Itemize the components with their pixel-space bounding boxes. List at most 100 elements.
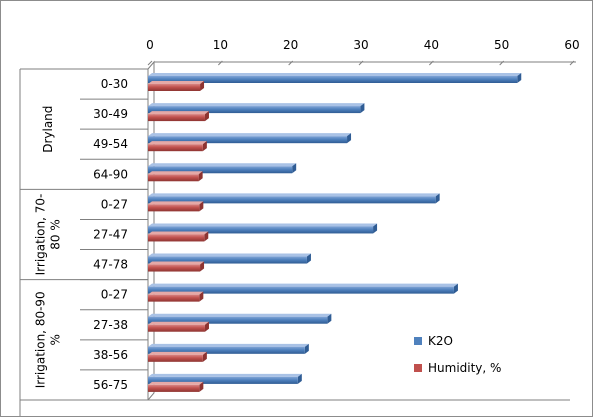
category-label: 38-56: [93, 348, 128, 362]
bar-end: [204, 111, 209, 122]
legend-swatch: [414, 337, 422, 345]
bar-face: [148, 286, 454, 294]
bar-end: [360, 103, 365, 114]
bar-face: [148, 166, 293, 174]
group-label: Irrigation, 70-: [34, 194, 48, 276]
bar-k2o: [148, 103, 365, 114]
bar-top: [148, 253, 311, 257]
bar-face: [148, 174, 199, 182]
bar-top: [148, 291, 204, 295]
bar-face: [148, 106, 361, 114]
bar-k2o: [148, 163, 297, 174]
bar-end: [292, 163, 297, 174]
legend-label: K2O: [428, 334, 453, 348]
bar-top: [148, 81, 205, 84]
group-label: Irrigation, 80-90: [34, 291, 48, 388]
bar-end: [435, 193, 440, 204]
x-tick-mark: [358, 60, 364, 66]
bar-end: [347, 133, 352, 144]
bar-k2o: [148, 133, 352, 144]
x-tick-mark: [499, 60, 505, 66]
x-tick-label: 30: [353, 38, 368, 52]
bar-top: [148, 283, 458, 287]
bar-top: [148, 111, 209, 115]
category-label: 27-47: [93, 228, 128, 242]
bar-face: [148, 196, 436, 204]
bar-top: [148, 103, 365, 107]
x-tick-mark: [147, 60, 153, 66]
group-label: Dryland: [41, 106, 55, 153]
x-tick-label: 50: [494, 38, 509, 52]
x-tick-label: 0: [146, 38, 154, 52]
bar-face: [148, 84, 201, 91]
bar-end: [304, 343, 309, 354]
bar-top: [148, 321, 209, 325]
bar-k2o: [148, 253, 311, 264]
category-label: 0-27: [101, 288, 128, 302]
x-tick-label: 20: [283, 38, 298, 52]
bar-end: [199, 201, 204, 212]
bar-end: [198, 171, 203, 182]
bar-end: [204, 231, 209, 242]
legend-label: Humidity, %: [428, 361, 501, 375]
bar-k2o: [148, 193, 440, 204]
bar-top: [148, 201, 204, 205]
category-label: 0-27: [101, 197, 128, 211]
bar-face: [148, 354, 203, 362]
bar-face: [148, 204, 200, 212]
category-label: 47-78: [93, 258, 128, 272]
bar-face: [148, 384, 200, 392]
bar-top: [148, 163, 297, 167]
bar-face: [148, 226, 374, 234]
bar-top: [148, 141, 207, 145]
category-label: 64-90: [93, 167, 128, 181]
bar-end: [327, 313, 332, 324]
bar-top: [148, 351, 207, 355]
category-label: 56-75: [93, 378, 128, 392]
bar-humidity: [148, 261, 205, 272]
bar-humidity: [148, 111, 209, 122]
bar-face: [148, 234, 205, 242]
bar-end: [202, 141, 207, 152]
x-tick-label: 40: [424, 38, 439, 52]
bar-top: [148, 231, 209, 235]
bar-humidity: [148, 291, 204, 302]
bar-end: [517, 73, 522, 83]
bar-face: [148, 346, 305, 354]
bar-end: [373, 223, 378, 234]
bar-top: [148, 373, 302, 377]
bar-end: [200, 261, 205, 272]
x-tick-mark: [288, 60, 294, 66]
bar-end: [297, 373, 302, 384]
bar-k2o: [148, 223, 378, 234]
bar-k2o: [148, 343, 309, 354]
bar-face: [148, 76, 518, 83]
group-label: 80 %: [49, 219, 63, 250]
bar-humidity: [148, 141, 207, 152]
bar-top: [148, 73, 522, 76]
bar-top: [148, 133, 352, 137]
category-label: 30-49: [93, 107, 128, 121]
bar-end: [453, 283, 458, 294]
bar-k2o: [148, 73, 522, 83]
category-labels: 0-30 30-49 49-54 64-90 Dryland 0-27 27-47 47-78…: [19, 68, 148, 416]
category-label: 27-38: [93, 318, 128, 332]
bar-top: [148, 223, 378, 227]
bar-top: [148, 171, 203, 175]
bar-top: [148, 193, 440, 197]
category-label: 0-30: [101, 77, 128, 91]
bar-top: [148, 381, 204, 385]
x-tick-mark: [217, 60, 223, 66]
bars: [148, 73, 522, 392]
bar-humidity: [148, 381, 204, 392]
bar-end: [202, 351, 207, 362]
bar-face: [148, 264, 201, 272]
bar-face: [148, 256, 307, 264]
x-tick-mark: [569, 60, 575, 66]
bar-face: [148, 144, 203, 152]
bar-end: [199, 291, 204, 302]
bar-end: [204, 321, 209, 332]
bar-face: [148, 324, 205, 332]
